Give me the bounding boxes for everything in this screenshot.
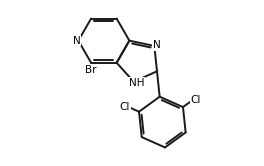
Text: NH: NH bbox=[129, 78, 144, 88]
Text: N: N bbox=[73, 36, 81, 46]
Text: Cl: Cl bbox=[120, 102, 130, 112]
Text: Br: Br bbox=[85, 65, 97, 75]
Text: N: N bbox=[153, 40, 160, 50]
Text: Cl: Cl bbox=[190, 95, 201, 105]
